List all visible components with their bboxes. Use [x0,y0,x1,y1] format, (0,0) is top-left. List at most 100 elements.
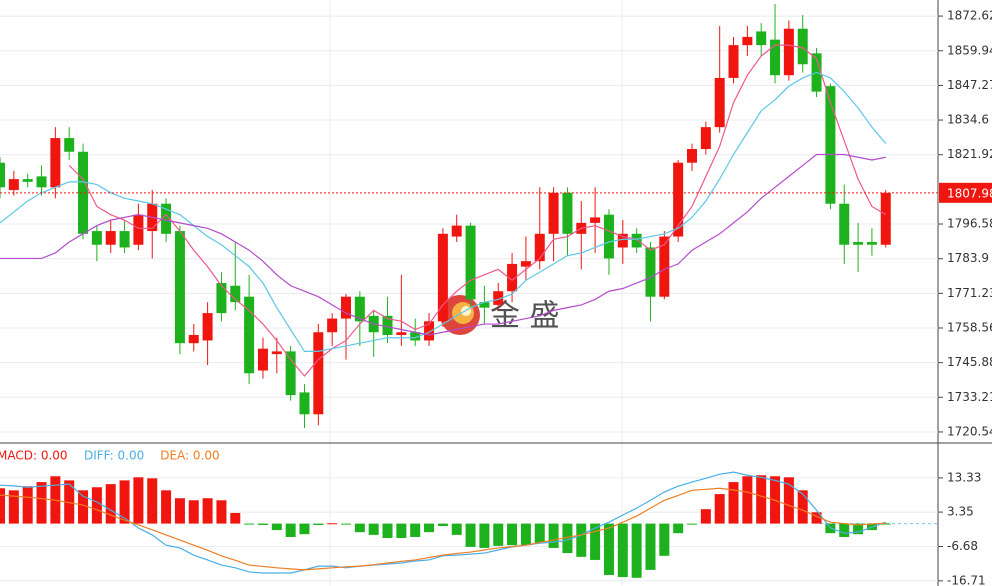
candle-body [645,247,656,297]
candle-body [507,263,518,292]
y-tick-label: 13.33 [947,470,981,484]
candle-body [230,285,241,303]
macd-bar [64,480,75,524]
candle-body [271,351,282,355]
macd-bar [687,523,697,525]
candle-body [590,217,601,223]
indicator-line [0,471,886,574]
candle-body [659,236,670,297]
candle-body [437,233,448,322]
macd-bar [36,482,47,524]
macd-bar [451,523,462,535]
candle-body [174,231,185,344]
macd-bar [797,490,808,524]
macd-bar [811,512,822,524]
macd-bar [673,523,684,534]
macd-bar [161,490,172,524]
candle-body [244,296,255,374]
candle-body [839,203,850,245]
macd-bar [534,523,545,544]
macd-bar [576,523,587,557]
macd-bar [257,523,268,525]
candle-body [451,225,462,237]
candle-body [465,225,476,300]
y-tick-label: 1796.58 [947,217,992,231]
y-tick-label: -6.68 [947,539,978,553]
macd-bar [22,486,33,524]
candle-body [756,31,767,46]
macd-bar [174,498,185,524]
y-tick-label: 1847.27 [947,78,992,92]
y-tick-label: -16.71 [947,573,986,586]
candle-body [327,318,338,333]
macd-bar [645,523,656,570]
macd-bar [341,523,351,525]
candle-body [396,332,407,335]
candle-body [479,302,490,308]
macd-bar [631,523,642,578]
macd-bar [700,509,711,524]
candle-body [36,176,47,188]
candle-body [64,138,75,152]
candle-body [742,36,753,46]
candle-body [8,179,19,191]
candle-body [673,162,684,237]
macd-bar [853,523,864,535]
last-price-box [939,182,992,203]
macd-bar [299,523,310,535]
candle-body [285,351,296,396]
candle-body [202,313,213,341]
candle-body [493,291,504,305]
legend-label: MACD: 0.00 [0,449,68,463]
candle-body [603,214,614,259]
candle-body [728,45,739,78]
y-tick-label: 1859.94 [947,43,992,57]
macd-bar [105,484,116,524]
macd-bar [133,477,144,524]
candle-body [105,231,116,245]
candle-body [534,233,545,262]
macd-bar [354,523,365,533]
macd-bar [603,523,614,576]
candle-body [313,332,324,415]
macd-bar [783,477,794,524]
macd-bar [327,523,338,525]
macd-bar [244,523,255,525]
macd-bar [202,498,213,524]
macd-bar [382,523,393,538]
candle-body [548,192,559,234]
macd-bar [437,523,448,526]
candle-body [866,242,877,245]
macd-bar [756,475,767,524]
candle-body [783,28,794,76]
candle-body [0,162,5,188]
macd-bar [520,523,531,546]
indicator-line [68,44,887,377]
macd-bar [659,523,670,556]
candle-body [631,233,642,248]
candle-body [770,39,781,76]
y-tick-label: 3.35 [947,505,974,519]
macd-bar [91,487,102,524]
legend-label: DIFF: 0.00 [84,449,144,463]
indicator-line [0,487,886,571]
y-tick-label: 1720.54 [947,424,992,438]
candle-body [216,283,227,314]
macd-bar [479,523,490,548]
y-tick-label: 1745.88 [947,355,992,369]
candle-body [714,77,725,128]
candle-body [825,86,836,204]
macd-bar [507,523,518,546]
y-tick-label: 1872.62 [947,9,992,23]
macd-bar [880,523,891,525]
macd-bar [119,480,130,524]
macd-bar [839,523,850,537]
macd-bar [410,523,421,537]
candle-body [161,203,172,234]
legend-label: DEA: 0.00 [160,449,219,463]
last-price-label: 1807.98 [947,186,992,200]
macd-bar [465,523,476,547]
candle-body [700,127,711,150]
